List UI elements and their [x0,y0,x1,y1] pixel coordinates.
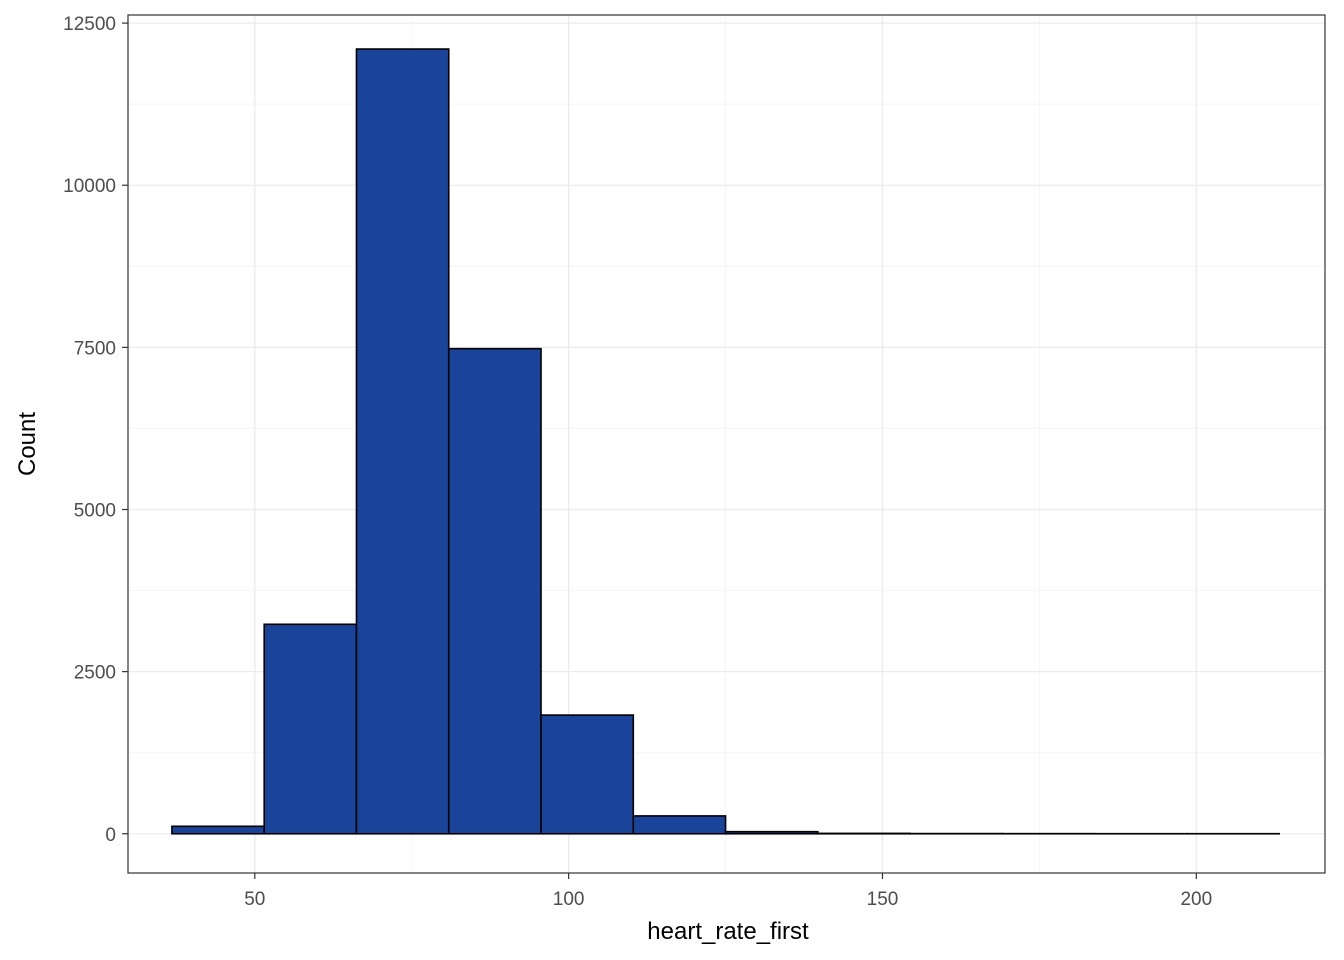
y-axis-ticks: 0 2500 5000 7500 10000 12500 [63,14,128,846]
y-tick-label: 5000 [74,501,116,522]
histogram-bar [355,48,450,835]
y-tick-label: 10000 [63,176,116,197]
y-axis-title: Count [14,412,41,476]
histogram-bars [171,48,1280,835]
x-tick-label: 50 [244,889,265,910]
x-axis-ticks: 50 100 150 200 [244,873,1212,910]
y-tick-label: 2500 [74,663,116,684]
y-tick-label: 7500 [74,338,116,359]
histogram-bar [171,825,266,835]
histogram-bar [632,815,727,835]
histogram-bar [724,830,819,835]
histogram-bar [540,714,635,835]
x-tick-label: 150 [867,889,899,910]
panel-border [127,14,1326,874]
major-gridlines [128,15,1325,873]
x-tick-label: 200 [1180,889,1212,910]
y-tick-label: 0 [105,825,116,846]
x-tick-label: 100 [553,889,585,910]
histogram-bar [447,347,542,835]
histogram-bar [263,623,358,835]
x-axis-title: heart_rate_first [647,918,809,945]
y-tick-label: 12500 [63,14,116,35]
